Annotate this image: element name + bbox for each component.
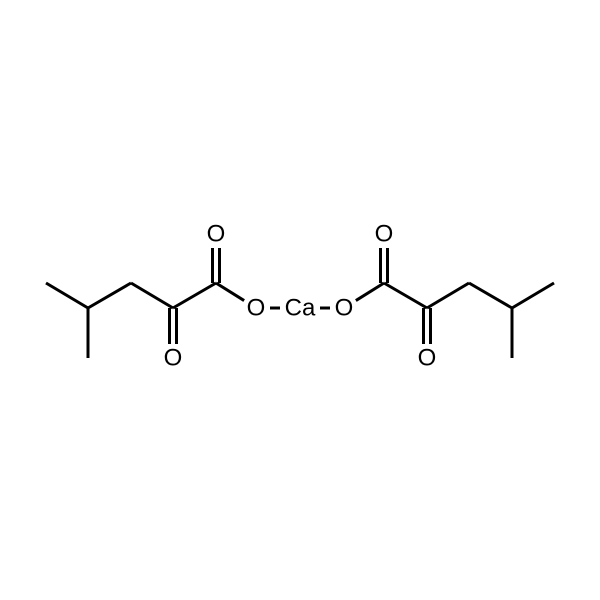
atom-label: O (418, 345, 437, 372)
bond (88, 283, 131, 308)
atom-label: O (335, 295, 354, 322)
bond (512, 283, 554, 308)
atom-label: O (375, 221, 394, 248)
atom-label: O (207, 221, 226, 248)
bond (384, 283, 427, 308)
atom-label: O (164, 345, 183, 372)
bond (427, 283, 469, 308)
bond (46, 283, 88, 308)
atom-label: Ca (285, 295, 316, 322)
atom-labels-group: Ca O O O O O O (164, 221, 437, 372)
bond (356, 283, 384, 301)
atom-label: O (247, 295, 266, 322)
bond (216, 283, 244, 301)
molecule-diagram: Ca O O O O O O (0, 0, 600, 600)
bond (131, 283, 173, 308)
bond (173, 283, 216, 308)
bond (469, 283, 512, 308)
